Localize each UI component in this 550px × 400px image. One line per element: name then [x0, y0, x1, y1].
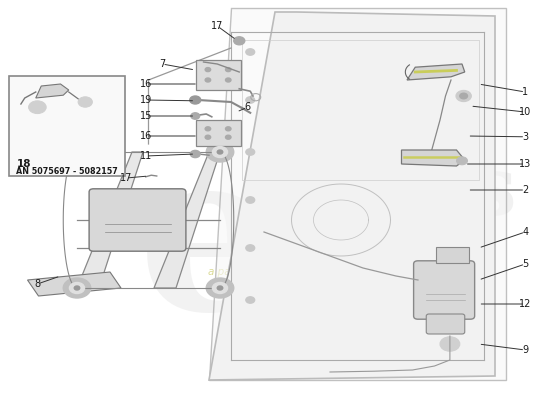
Polygon shape — [209, 8, 506, 380]
FancyBboxPatch shape — [196, 120, 241, 146]
Polygon shape — [28, 272, 121, 296]
Circle shape — [246, 197, 255, 203]
FancyBboxPatch shape — [89, 189, 186, 251]
Circle shape — [212, 282, 228, 294]
Circle shape — [69, 146, 85, 158]
Text: 2: 2 — [522, 185, 529, 195]
Circle shape — [217, 286, 223, 290]
Circle shape — [246, 49, 255, 55]
FancyBboxPatch shape — [426, 314, 465, 334]
Text: 3: 3 — [522, 132, 529, 142]
Circle shape — [456, 157, 468, 165]
Text: 11: 11 — [140, 151, 152, 161]
Text: e: e — [138, 140, 280, 356]
Text: 18: 18 — [16, 159, 31, 169]
Circle shape — [69, 282, 85, 294]
Text: 9: 9 — [522, 345, 529, 355]
Circle shape — [246, 97, 255, 103]
Text: AN 5075697 - 5082157: AN 5075697 - 5082157 — [16, 167, 118, 176]
Circle shape — [226, 78, 231, 82]
Circle shape — [440, 337, 460, 351]
Circle shape — [74, 150, 80, 154]
Text: 12: 12 — [519, 299, 531, 309]
Text: 13: 13 — [519, 159, 531, 169]
Text: 8: 8 — [34, 279, 41, 289]
Polygon shape — [402, 150, 465, 166]
Circle shape — [217, 150, 223, 154]
Circle shape — [226, 68, 231, 72]
Polygon shape — [209, 12, 495, 380]
Text: 5: 5 — [522, 259, 529, 269]
Circle shape — [206, 142, 234, 162]
FancyBboxPatch shape — [9, 76, 125, 176]
Circle shape — [29, 101, 46, 114]
Circle shape — [246, 149, 255, 155]
Polygon shape — [36, 84, 69, 98]
Text: 17: 17 — [120, 173, 133, 183]
Circle shape — [205, 68, 211, 72]
Circle shape — [78, 97, 92, 107]
Circle shape — [190, 150, 200, 158]
Circle shape — [205, 78, 211, 82]
FancyBboxPatch shape — [414, 261, 475, 319]
Circle shape — [206, 278, 234, 298]
Polygon shape — [77, 152, 143, 288]
Circle shape — [205, 135, 211, 139]
Circle shape — [191, 113, 200, 119]
Circle shape — [234, 37, 245, 45]
Circle shape — [205, 127, 211, 131]
Text: 85: 85 — [387, 243, 493, 317]
Circle shape — [63, 142, 91, 162]
Circle shape — [63, 278, 91, 298]
Polygon shape — [154, 152, 220, 288]
Text: 1: 1 — [522, 87, 529, 97]
Text: 16: 16 — [140, 131, 152, 141]
Circle shape — [460, 93, 467, 99]
Circle shape — [246, 245, 255, 251]
FancyBboxPatch shape — [436, 247, 469, 263]
Text: a passion for parts since 1985: a passion for parts since 1985 — [208, 267, 364, 277]
Text: 19: 19 — [140, 95, 152, 105]
Circle shape — [226, 135, 231, 139]
Text: 15: 15 — [140, 111, 152, 121]
Circle shape — [212, 146, 228, 158]
Text: 6: 6 — [244, 102, 251, 112]
FancyBboxPatch shape — [196, 60, 241, 90]
Circle shape — [226, 127, 231, 131]
Text: 4: 4 — [522, 227, 529, 237]
Circle shape — [74, 286, 80, 290]
Text: 17: 17 — [211, 21, 223, 31]
Text: 16: 16 — [140, 79, 152, 89]
Text: 7: 7 — [159, 59, 166, 69]
Circle shape — [456, 90, 471, 102]
Text: 10: 10 — [519, 107, 531, 117]
Text: parts: parts — [275, 152, 517, 232]
Polygon shape — [407, 64, 465, 80]
Circle shape — [190, 96, 201, 104]
Circle shape — [246, 297, 255, 303]
